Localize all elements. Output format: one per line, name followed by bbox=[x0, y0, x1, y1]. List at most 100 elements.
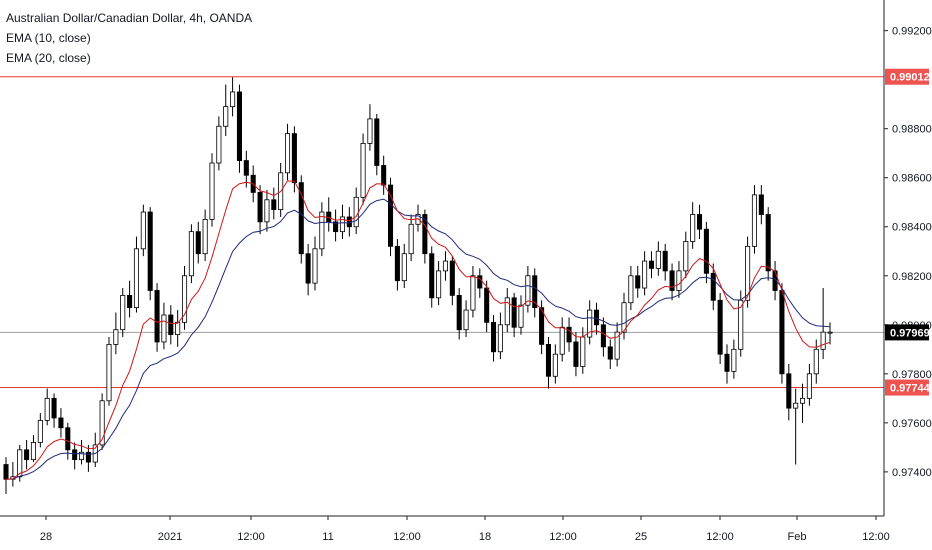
time-tick-label: 12:00 bbox=[549, 531, 577, 543]
candle-body bbox=[827, 331, 833, 334]
candle-body bbox=[223, 106, 229, 127]
candle-body bbox=[24, 449, 30, 461]
candle-body bbox=[676, 270, 682, 291]
candle-body bbox=[72, 449, 78, 461]
candle-body bbox=[346, 216, 352, 228]
candle-body bbox=[312, 248, 318, 284]
current-price-tag bbox=[885, 324, 929, 341]
candle-body bbox=[751, 194, 757, 247]
symbol-title: Australian Dollar/Canadian Dollar, 4h, O… bbox=[6, 11, 253, 25]
candle-body bbox=[30, 442, 36, 461]
time-tick-label: 2021 bbox=[158, 531, 182, 543]
candle-body bbox=[298, 182, 304, 255]
candle-body bbox=[120, 294, 126, 331]
candle-body bbox=[209, 162, 215, 220]
candle-body bbox=[635, 275, 641, 289]
candle-body bbox=[724, 353, 730, 372]
candle-body bbox=[607, 346, 613, 360]
candle-body bbox=[745, 245, 751, 301]
time-axis-bg bbox=[0, 516, 932, 550]
candle-body bbox=[188, 231, 194, 277]
price-tick-label: 0.99200 bbox=[892, 26, 932, 38]
candle-body bbox=[587, 309, 593, 338]
candle-body bbox=[85, 451, 91, 463]
candle-body bbox=[690, 214, 696, 242]
candle-body bbox=[65, 427, 71, 451]
time-tick-label: 12:00 bbox=[237, 531, 265, 543]
candle-body bbox=[394, 245, 400, 282]
candle-body bbox=[449, 260, 455, 296]
candle-body bbox=[271, 199, 277, 210]
candle-body bbox=[182, 275, 188, 323]
candle-body bbox=[243, 160, 249, 176]
candle-body bbox=[216, 125, 222, 164]
candle-body bbox=[662, 250, 668, 272]
candle-body bbox=[202, 218, 208, 255]
price-tick-label: 0.98400 bbox=[892, 222, 932, 234]
candle-body bbox=[491, 321, 497, 353]
candles-layer bbox=[3, 77, 833, 494]
candle-body bbox=[539, 307, 545, 345]
candle-body bbox=[765, 214, 771, 272]
candle-body bbox=[291, 133, 297, 184]
candle-body bbox=[360, 143, 366, 198]
candle-body bbox=[3, 464, 9, 480]
candle-body bbox=[99, 400, 105, 446]
time-tick-label: Feb bbox=[788, 531, 807, 543]
time-tick-label: 28 bbox=[40, 531, 52, 543]
time-tick-label: 12:00 bbox=[706, 531, 734, 543]
candle-body bbox=[388, 184, 394, 247]
candle-body bbox=[463, 309, 469, 331]
candle-body bbox=[793, 402, 799, 409]
candle-body bbox=[484, 287, 490, 323]
candle-body bbox=[511, 297, 517, 328]
candle-body bbox=[133, 248, 139, 309]
price-axis-bg bbox=[884, 0, 932, 550]
time-tick-label: 12:00 bbox=[862, 531, 890, 543]
candle-body bbox=[154, 290, 160, 343]
ema10-line bbox=[5, 180, 831, 480]
candle-body bbox=[257, 192, 263, 223]
candle-body bbox=[195, 231, 201, 255]
level-tag-label: 0.97744 bbox=[890, 383, 931, 395]
candle-body bbox=[779, 290, 785, 375]
candle-body bbox=[648, 260, 654, 269]
candle-body bbox=[230, 91, 236, 108]
candle-body bbox=[525, 275, 531, 306]
price-tick-label: 0.97400 bbox=[892, 467, 932, 479]
candle-body bbox=[161, 314, 167, 343]
candle-body bbox=[806, 373, 812, 399]
candle-body bbox=[786, 373, 792, 409]
candle-body bbox=[477, 275, 483, 289]
candle-body bbox=[545, 344, 551, 377]
candle-body bbox=[285, 133, 291, 174]
candle-body bbox=[655, 250, 661, 269]
current-price-label: 0.97969 bbox=[890, 327, 930, 339]
candle-body bbox=[566, 326, 572, 343]
candle-body bbox=[127, 294, 133, 309]
ema-layer bbox=[5, 180, 831, 480]
candle-body bbox=[600, 324, 606, 348]
candle-body bbox=[621, 302, 627, 333]
candle-body bbox=[456, 294, 462, 331]
candle-body bbox=[319, 211, 325, 250]
candle-body bbox=[381, 165, 387, 186]
candle-body bbox=[683, 241, 689, 272]
level-tag-label: 0.99012 bbox=[890, 72, 930, 84]
candle-body bbox=[140, 211, 146, 250]
candle-body bbox=[367, 118, 373, 144]
candle-body bbox=[236, 91, 242, 161]
candle-body bbox=[614, 331, 620, 360]
price-tick-label: 0.97800 bbox=[892, 369, 932, 381]
time-tick-label: 11 bbox=[322, 531, 333, 543]
chart-legend: Australian Dollar/Canadian Dollar, 4h, O… bbox=[6, 8, 252, 68]
candle-body bbox=[470, 275, 476, 311]
time-tick-label: 25 bbox=[635, 531, 647, 543]
candle-body bbox=[436, 270, 442, 299]
candle-body bbox=[573, 341, 579, 367]
candle-body bbox=[429, 253, 435, 299]
price-tick-label: 0.98600 bbox=[892, 173, 932, 185]
candle-body bbox=[339, 216, 345, 233]
candle-body bbox=[669, 270, 675, 291]
